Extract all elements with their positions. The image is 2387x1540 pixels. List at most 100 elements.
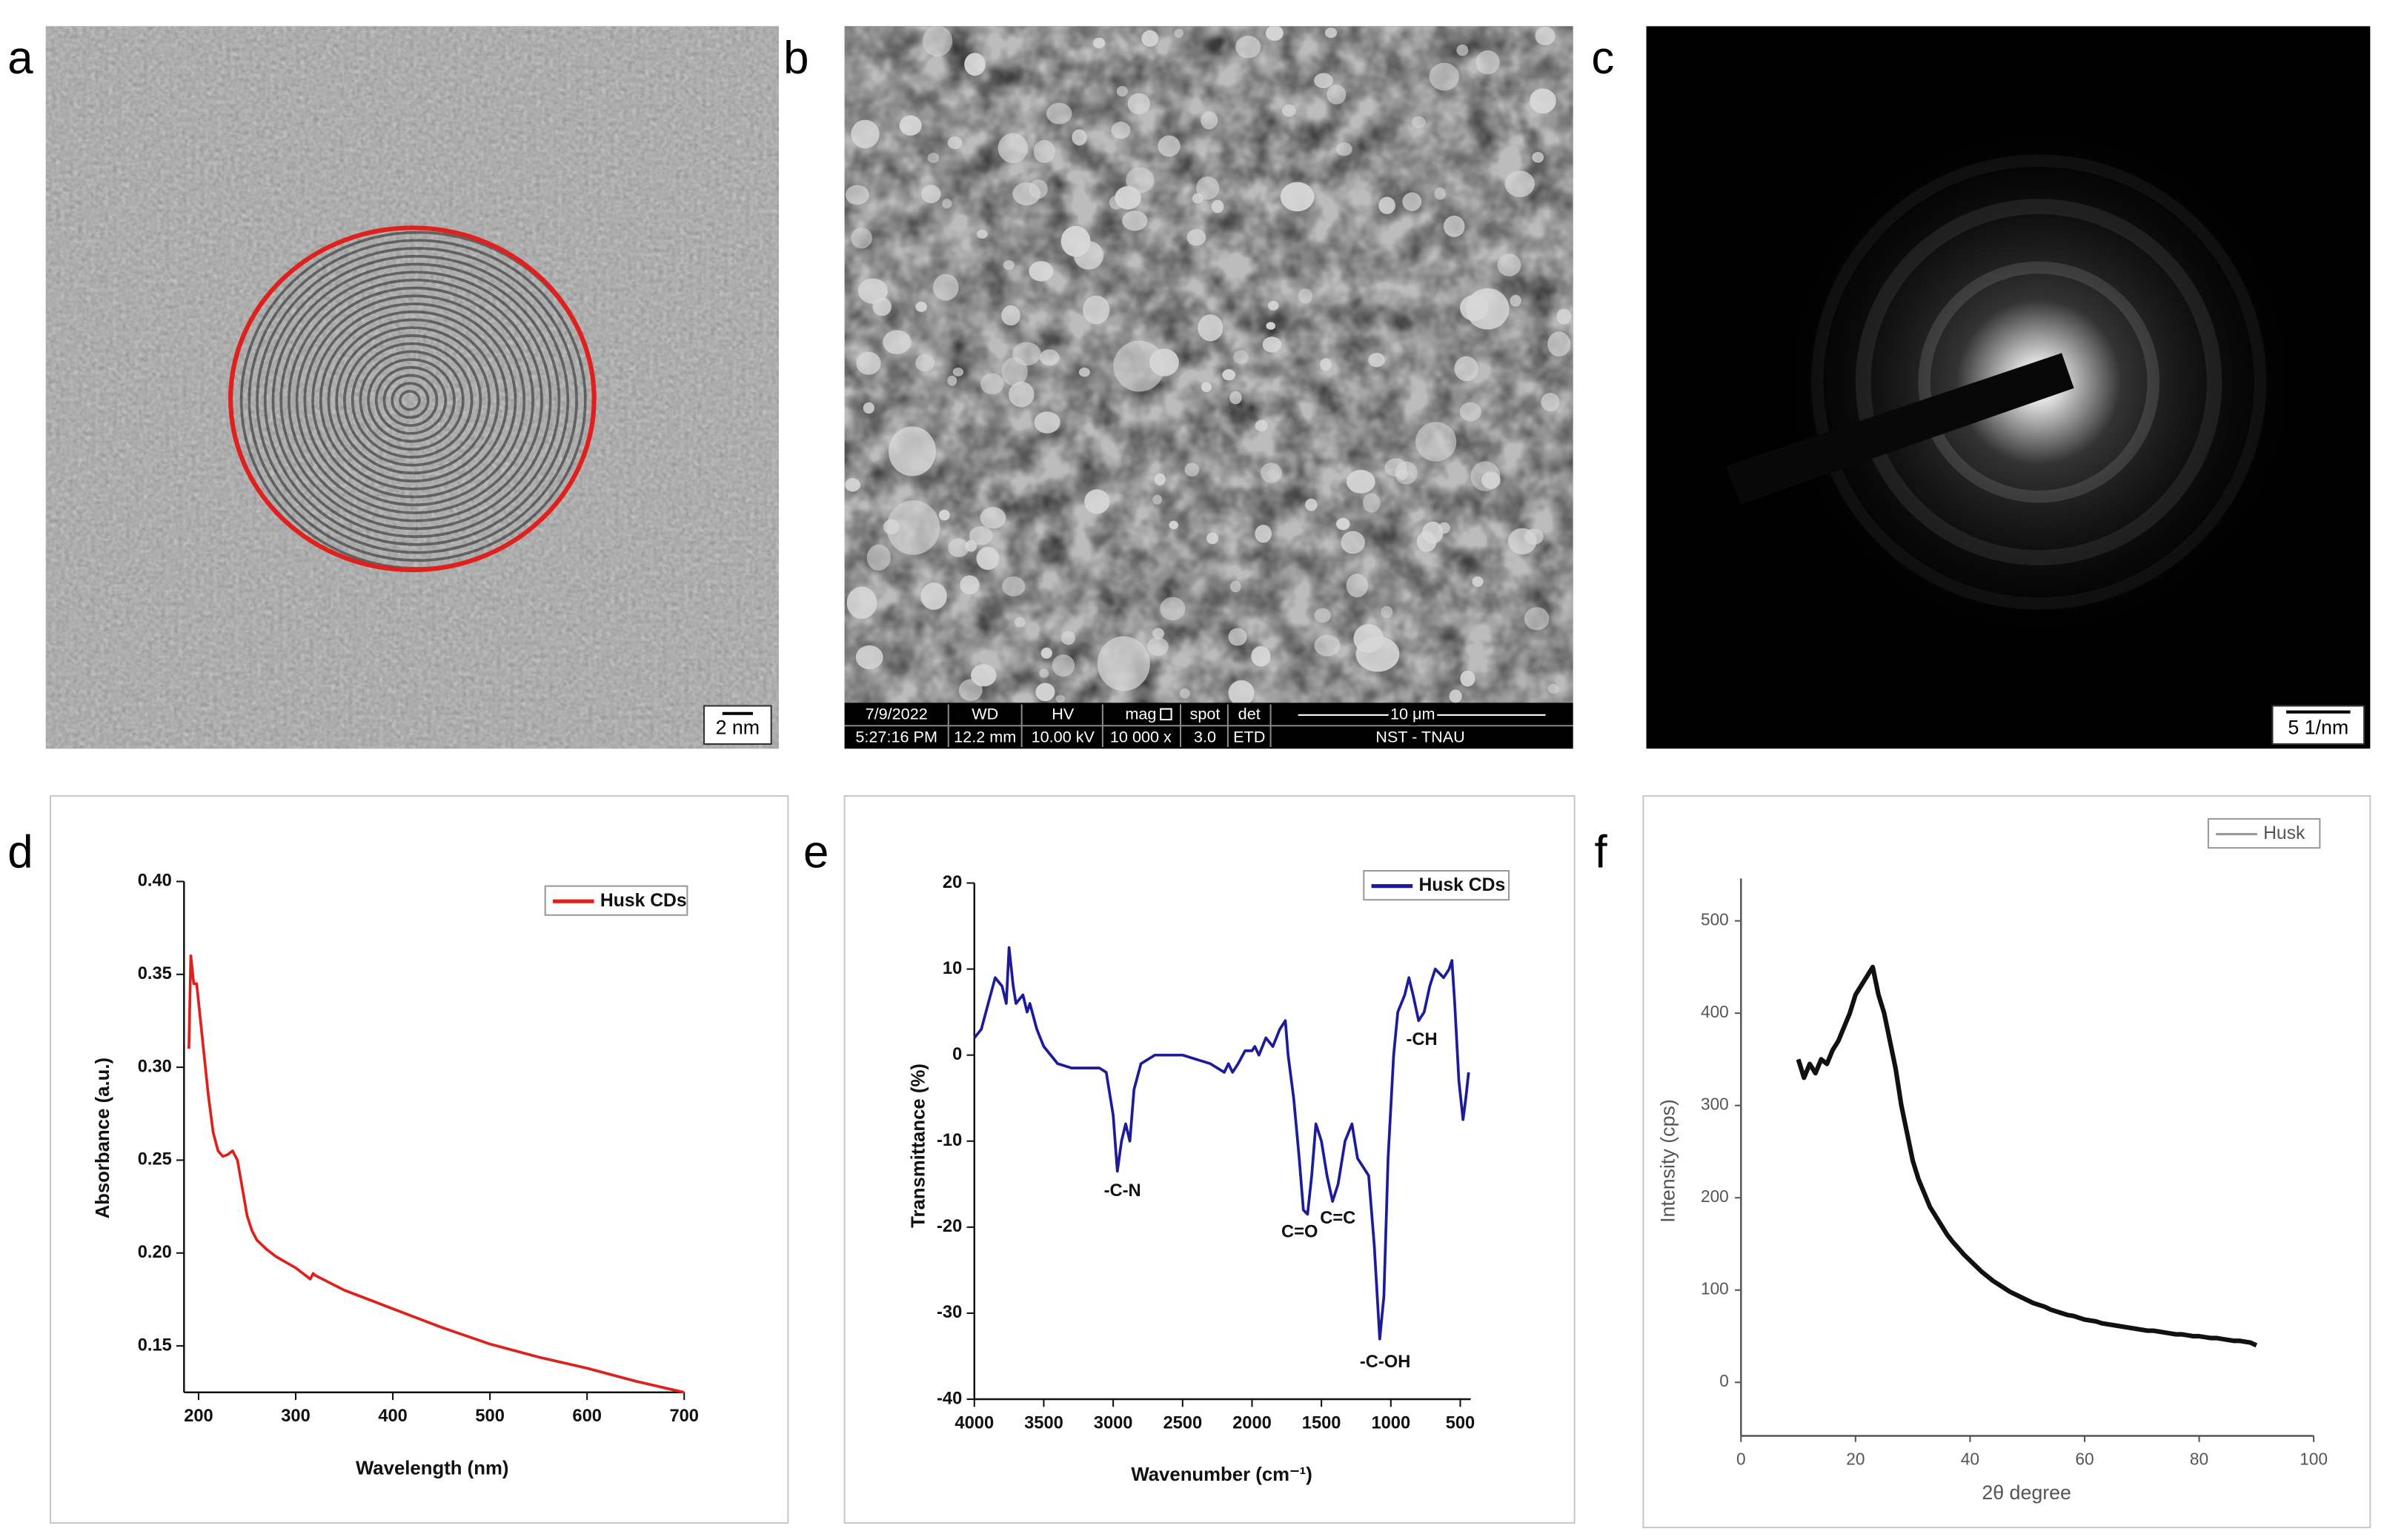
- fringe: [271, 262, 561, 538]
- peak-annotation: -CH: [1407, 1030, 1438, 1049]
- sem-header: mag: [1125, 705, 1156, 723]
- fringe: [374, 365, 448, 435]
- x-tick-label: 60: [2075, 1449, 2094, 1468]
- particle: [1524, 607, 1550, 631]
- particle: [1097, 636, 1150, 691]
- particle: [976, 546, 1000, 571]
- particle: [1260, 462, 1282, 483]
- y-tick-label: 10: [943, 959, 962, 978]
- particle: [1434, 187, 1446, 200]
- fringe: [327, 318, 499, 482]
- particle: [846, 586, 877, 620]
- fringe: [248, 239, 587, 562]
- particle: [1109, 195, 1123, 210]
- x-tick-label: 40: [1961, 1449, 1979, 1468]
- panel-label: f: [1594, 827, 1607, 878]
- particle: [1233, 350, 1249, 365]
- x-tick-label: 1000: [1371, 1413, 1410, 1433]
- y-tick-label: -20: [937, 1217, 962, 1236]
- particle: [1255, 419, 1268, 432]
- panel-frame: [843, 795, 1576, 1524]
- fringe: [288, 279, 543, 522]
- particle: [1314, 73, 1333, 88]
- particle: [889, 426, 936, 477]
- sem-scale-label: 10 μm: [1390, 705, 1435, 723]
- particle: [1362, 493, 1381, 513]
- panel-label: a: [7, 33, 33, 84]
- particle: [1459, 402, 1481, 422]
- particle: [1305, 498, 1318, 511]
- legend-label: Husk CDs: [1418, 875, 1505, 895]
- fringe: [399, 390, 421, 411]
- particle: [1126, 167, 1155, 193]
- particle: [1324, 27, 1338, 39]
- fringe: [343, 334, 482, 467]
- particle: [1255, 525, 1272, 543]
- sem-lab: NST - TNAU: [1375, 727, 1465, 746]
- particle: [1265, 26, 1284, 42]
- particle: [1346, 574, 1368, 598]
- particle: [1429, 62, 1460, 91]
- x-tick-label: 80: [2190, 1449, 2208, 1468]
- particle: [1454, 356, 1478, 382]
- particle: [1470, 461, 1501, 491]
- fringe: [335, 326, 491, 475]
- particle: [1314, 608, 1331, 623]
- particle: [1060, 631, 1075, 645]
- particle: [922, 26, 953, 57]
- particle: [1251, 645, 1271, 667]
- fringe: [256, 247, 578, 554]
- particle: [1078, 368, 1090, 377]
- fringe: [351, 342, 474, 459]
- particle: [1092, 37, 1106, 49]
- particle: [1341, 531, 1365, 554]
- x-tick-label: 3500: [1024, 1413, 1063, 1433]
- x-tick-label: 500: [1446, 1413, 1475, 1433]
- particle: [1535, 27, 1556, 46]
- data-line: [1796, 964, 2258, 1348]
- diffraction-rings: [1811, 154, 2267, 610]
- particle: [942, 199, 952, 209]
- fringe: [367, 358, 456, 443]
- micrograph-b: 7/9/2022 5:27:16 PM WD 12.2 mm HV 10.00 kV m…: [844, 26, 1573, 749]
- sem-header: WD: [972, 705, 998, 723]
- particle: [1040, 647, 1052, 659]
- particle: [1039, 668, 1049, 678]
- micrograph-c: 5 1/nm: [1646, 26, 2371, 749]
- particle: [1035, 683, 1055, 702]
- particle: [1416, 531, 1437, 552]
- particle: [1127, 93, 1151, 115]
- particle: [965, 540, 977, 552]
- x-tick-label: 300: [281, 1407, 311, 1426]
- particle: [851, 228, 872, 249]
- x-tick-label: 400: [378, 1407, 408, 1426]
- legend-label: Husk: [2263, 823, 2305, 843]
- particle: [1281, 104, 1296, 117]
- particle: [969, 525, 993, 545]
- legend-label: Husk CDs: [600, 891, 687, 911]
- particle: [1152, 628, 1164, 640]
- fringe: [295, 286, 534, 514]
- particle: [1336, 517, 1350, 531]
- particle: [1510, 294, 1521, 307]
- particle: [1034, 411, 1060, 434]
- particle: [958, 679, 983, 702]
- mag-icon: [1160, 708, 1172, 721]
- particle: [1003, 260, 1015, 271]
- sem-value: 12.2 mm: [954, 727, 1016, 746]
- particle: [1449, 689, 1462, 703]
- particle: [1039, 349, 1060, 366]
- particle: [1001, 356, 1028, 386]
- particle: [1443, 215, 1465, 237]
- data-line: [187, 954, 685, 1394]
- scale-bar-label: 5 1/nm: [2288, 716, 2348, 738]
- x-axis-title: Wavenumber (cm⁻¹): [1131, 1464, 1312, 1485]
- x-tick-label: 3000: [1094, 1413, 1133, 1433]
- particle: [1196, 176, 1220, 200]
- particle: [974, 59, 986, 72]
- x-tick-label: 20: [1846, 1449, 1865, 1468]
- particle: [1346, 469, 1375, 494]
- particle: [1122, 210, 1148, 231]
- particle: [952, 368, 964, 376]
- particle: [1206, 532, 1219, 545]
